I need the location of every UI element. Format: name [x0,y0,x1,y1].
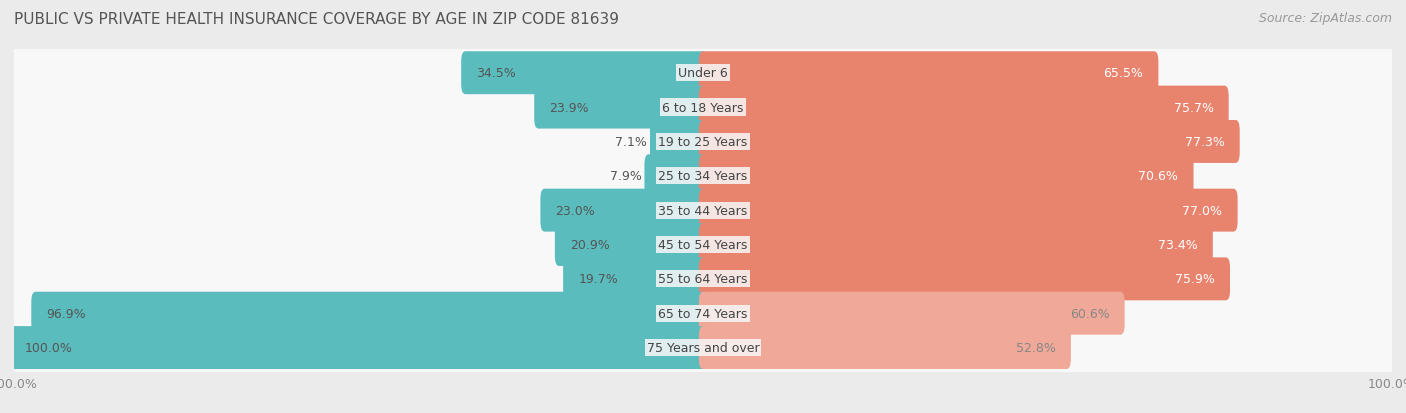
Text: 20.9%: 20.9% [569,238,610,252]
Text: Under 6: Under 6 [678,67,728,80]
Text: 52.8%: 52.8% [1017,341,1056,354]
Text: PUBLIC VS PRIVATE HEALTH INSURANCE COVERAGE BY AGE IN ZIP CODE 81639: PUBLIC VS PRIVATE HEALTH INSURANCE COVER… [14,12,619,27]
Text: 25 to 34 Years: 25 to 34 Years [658,170,748,183]
Text: Source: ZipAtlas.com: Source: ZipAtlas.com [1258,12,1392,25]
Text: 55 to 64 Years: 55 to 64 Years [658,273,748,286]
FancyBboxPatch shape [699,155,1194,198]
FancyBboxPatch shape [564,258,707,301]
FancyBboxPatch shape [699,189,1237,232]
FancyBboxPatch shape [699,121,1240,164]
FancyBboxPatch shape [534,86,707,129]
Text: 77.3%: 77.3% [1185,135,1225,149]
Text: 23.9%: 23.9% [550,101,589,114]
FancyBboxPatch shape [31,292,707,335]
Text: 75.9%: 75.9% [1175,273,1215,286]
FancyBboxPatch shape [540,189,707,232]
FancyBboxPatch shape [7,78,1399,138]
FancyBboxPatch shape [7,283,1399,344]
Text: 6 to 18 Years: 6 to 18 Years [662,101,744,114]
Text: 77.0%: 77.0% [1182,204,1222,217]
Text: 70.6%: 70.6% [1139,170,1178,183]
Text: 35 to 44 Years: 35 to 44 Years [658,204,748,217]
FancyBboxPatch shape [7,180,1399,241]
Text: 60.6%: 60.6% [1070,307,1109,320]
Text: 34.5%: 34.5% [477,67,516,80]
FancyBboxPatch shape [10,326,707,369]
FancyBboxPatch shape [650,121,707,164]
FancyBboxPatch shape [7,249,1399,309]
FancyBboxPatch shape [699,258,1230,301]
Text: 23.0%: 23.0% [555,204,595,217]
FancyBboxPatch shape [7,146,1399,206]
FancyBboxPatch shape [7,43,1399,104]
FancyBboxPatch shape [699,52,1159,95]
FancyBboxPatch shape [7,112,1399,172]
Text: 75.7%: 75.7% [1174,101,1213,114]
FancyBboxPatch shape [699,86,1229,129]
Text: 65 to 74 Years: 65 to 74 Years [658,307,748,320]
FancyBboxPatch shape [644,155,707,198]
FancyBboxPatch shape [699,326,1071,369]
Text: 75 Years and over: 75 Years and over [647,341,759,354]
Text: 96.9%: 96.9% [46,307,86,320]
FancyBboxPatch shape [461,52,707,95]
Text: 100.0%: 100.0% [25,341,73,354]
FancyBboxPatch shape [555,223,707,266]
FancyBboxPatch shape [7,317,1399,378]
Text: 7.9%: 7.9% [610,170,641,183]
Text: 65.5%: 65.5% [1104,67,1143,80]
Text: 45 to 54 Years: 45 to 54 Years [658,238,748,252]
FancyBboxPatch shape [699,292,1125,335]
Text: 19 to 25 Years: 19 to 25 Years [658,135,748,149]
Text: 73.4%: 73.4% [1159,238,1198,252]
FancyBboxPatch shape [7,215,1399,275]
Text: 7.1%: 7.1% [616,135,647,149]
Text: 19.7%: 19.7% [578,273,619,286]
FancyBboxPatch shape [699,223,1213,266]
